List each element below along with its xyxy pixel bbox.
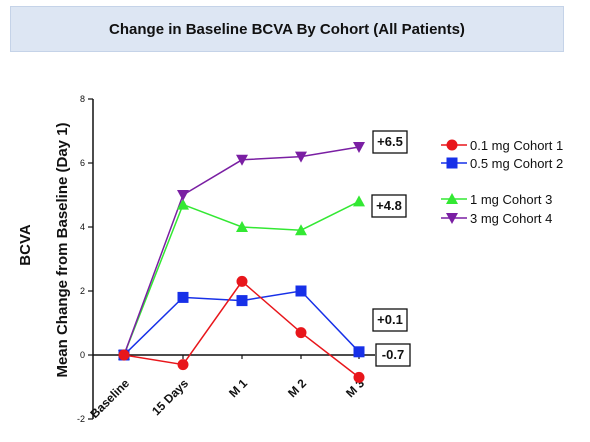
series-line: [123, 146, 360, 356]
chart-title-box: Change in Baseline BCVA By Cohort (All P…: [10, 6, 564, 52]
data-point: [177, 198, 189, 210]
data-point: [236, 221, 248, 232]
end-label-box: [371, 194, 407, 218]
data-point: [177, 291, 189, 303]
y-tick-label: 4: [80, 222, 85, 232]
series-lines: [123, 146, 360, 378]
x-tick-label: Baseline: [87, 376, 132, 421]
y-tick-label: 0: [80, 350, 85, 360]
legend-label: 3 mg Cohort 4: [470, 211, 552, 226]
y-tick-label: 6: [80, 158, 85, 168]
data-point: [177, 190, 189, 201]
data-point: [177, 359, 189, 371]
legend: 0.1 mg Cohort 1 0.5 mg Cohort 2 1 mg Cohor…: [441, 138, 563, 226]
data-point: [236, 154, 248, 166]
legend-label: 1 mg Cohort 3: [470, 192, 552, 207]
series-markers: [118, 142, 365, 383]
data-point: [295, 151, 307, 163]
legend-marker: [446, 139, 458, 151]
data-point: [295, 327, 307, 339]
data-point: [236, 275, 248, 287]
end-value-label: +4.8: [376, 198, 402, 213]
data-point: [353, 142, 365, 153]
data-point: [118, 349, 130, 361]
end-label-box: [375, 343, 411, 367]
data-point: [353, 371, 365, 383]
data-point: [295, 224, 307, 236]
legend-marker: [446, 157, 458, 169]
chart-title: Change in Baseline BCVA By Cohort (All P…: [109, 20, 465, 38]
legend-marker: [446, 213, 458, 224]
y-tick-label: 2: [80, 286, 85, 296]
data-point: [353, 195, 365, 207]
x-tick-label: M 1: [226, 376, 250, 400]
data-point: [236, 295, 248, 307]
y-axis-outer-label: BCVA: [17, 224, 34, 266]
x-tick-label: M 2: [285, 376, 309, 400]
data-point: [353, 346, 365, 358]
end-value-label: -0.7: [382, 347, 404, 362]
end-value-label: +6.5: [377, 134, 403, 149]
legend-label: 0.5 mg Cohort 2: [470, 156, 563, 171]
data-point: [295, 285, 307, 297]
end-value-label: +0.1: [377, 312, 403, 327]
end-value-labels: -0.7 +0.1 +4.8 +6.5: [371, 130, 411, 367]
y-tick-label: -2: [77, 414, 85, 424]
x-tick-label: 15 Days: [149, 376, 191, 418]
end-label-box: [372, 130, 408, 154]
end-label-box: [372, 308, 408, 332]
legend-label: 0.1 mg Cohort 1: [470, 138, 563, 153]
legend-marker: [446, 193, 458, 204]
y-axis-label: Mean Change from Baseline (Day 1): [54, 122, 71, 377]
y-tick-label: 8: [80, 94, 85, 104]
